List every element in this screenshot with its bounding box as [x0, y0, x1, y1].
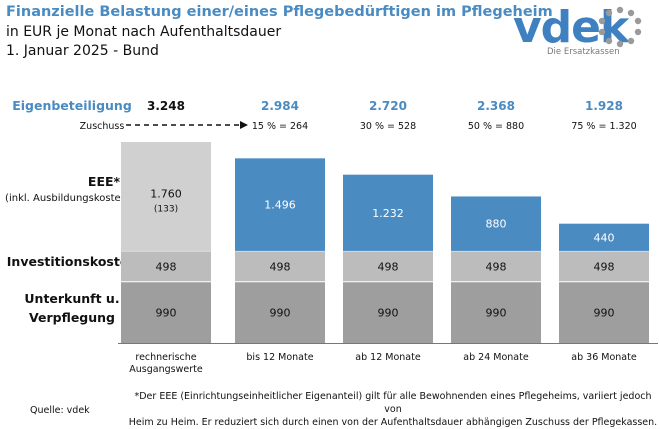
x-tick-label: ab 24 Monate — [463, 352, 529, 363]
bar-eee — [235, 158, 325, 251]
value-label-investition: 498 — [486, 260, 507, 273]
row-label-eigenbeteiligung: Eigenbeteiligung — [12, 98, 132, 113]
x-tick-label: rechnerische — [135, 352, 196, 363]
chart-title: Finanzielle Belastung einer/eines Pflege… — [6, 4, 553, 20]
vdek-logo-tagline: Die Ersatzkassen — [547, 47, 620, 57]
value-label-eee: 440 — [594, 231, 615, 244]
value-note-eee: (133) — [154, 204, 178, 214]
value-label-unterkunft: 990 — [378, 306, 399, 319]
zuschuss-arrow — [126, 121, 248, 129]
value-label-investition: 498 — [378, 260, 399, 273]
chart-date: 1. Januar 2025 - Bund — [6, 43, 159, 59]
bar-investition — [559, 250, 649, 282]
row-label-unterkunft-1: Unterkunft u. — [24, 291, 119, 306]
value-label-eee: 880 — [486, 218, 507, 231]
value-label-unterkunft: 990 — [486, 306, 507, 319]
x-tick-label: Ausgangswerte — [129, 364, 203, 375]
value-label-eigenbeteiligung: 2.368 — [477, 99, 515, 113]
bar-investition — [343, 250, 433, 282]
value-label-unterkunft: 990 — [156, 306, 177, 319]
bar-eee — [559, 223, 649, 251]
value-label-eigenbeteiligung: 1.928 — [585, 99, 623, 113]
value-label-zuschuss: 15 % = 264 — [252, 121, 308, 132]
value-label-zuschuss: 30 % = 528 — [360, 121, 416, 132]
value-label-investition: 498 — [270, 260, 291, 273]
row-label-unterkunft-2: Verpflegung — [29, 310, 115, 325]
chart-subtitle: in EUR je Monat nach Aufenthaltsdauer — [6, 24, 282, 40]
value-label-eigenbeteiligung: 2.720 — [369, 99, 407, 113]
bar-investition — [451, 250, 541, 282]
footnote: *Der EEE (Einrichtungseinheitlicher Eige… — [128, 390, 658, 429]
value-label-unterkunft: 990 — [270, 306, 291, 319]
x-tick-label: ab 36 Monate — [571, 352, 637, 363]
footnote-line-2: Heim zu Heim. Er reduziert sich durch ei… — [128, 417, 658, 428]
value-label-unterkunft: 990 — [594, 306, 615, 319]
value-label-eigenbeteiligung: 3.248 — [147, 99, 185, 113]
value-label-eigenbeteiligung: 2.984 — [261, 99, 299, 113]
row-label-zuschuss: Zuschuss — [80, 121, 125, 132]
value-label-eee: 1.760 — [150, 187, 182, 200]
row-label-eee-sub: (inkl. Ausbildungskosten) — [5, 193, 131, 204]
bar-unterkunft — [121, 281, 211, 343]
bar-unterkunft — [559, 281, 649, 343]
bar-unterkunft — [451, 281, 541, 343]
value-label-investition: 498 — [594, 260, 615, 273]
value-label-eee: 1.496 — [264, 199, 296, 212]
row-label-eee: EEE* — [88, 174, 121, 189]
bar-investition — [121, 250, 211, 282]
value-label-zuschuss: 50 % = 880 — [468, 121, 524, 132]
bar-eee — [451, 196, 541, 251]
bar-unterkunft — [235, 281, 325, 343]
footnote-line-1: *Der EEE (Einrichtungseinheitlicher Eige… — [134, 391, 652, 415]
x-tick-label: bis 12 Monate — [246, 352, 313, 363]
bar-unterkunft — [343, 281, 433, 343]
bar-investition — [235, 250, 325, 282]
logo-ring-icon — [598, 6, 642, 48]
value-label-zuschuss: 75 % = 1.320 — [571, 121, 636, 132]
bar-eee — [121, 142, 211, 251]
value-label-eee: 1.232 — [372, 207, 404, 220]
source-note: Quelle: vdek — [30, 405, 90, 416]
x-tick-label: ab 12 Monate — [355, 352, 421, 363]
value-label-investition: 498 — [156, 260, 177, 273]
row-label-invest: Investitionskosten — [7, 254, 137, 269]
bar-eee — [343, 174, 433, 251]
